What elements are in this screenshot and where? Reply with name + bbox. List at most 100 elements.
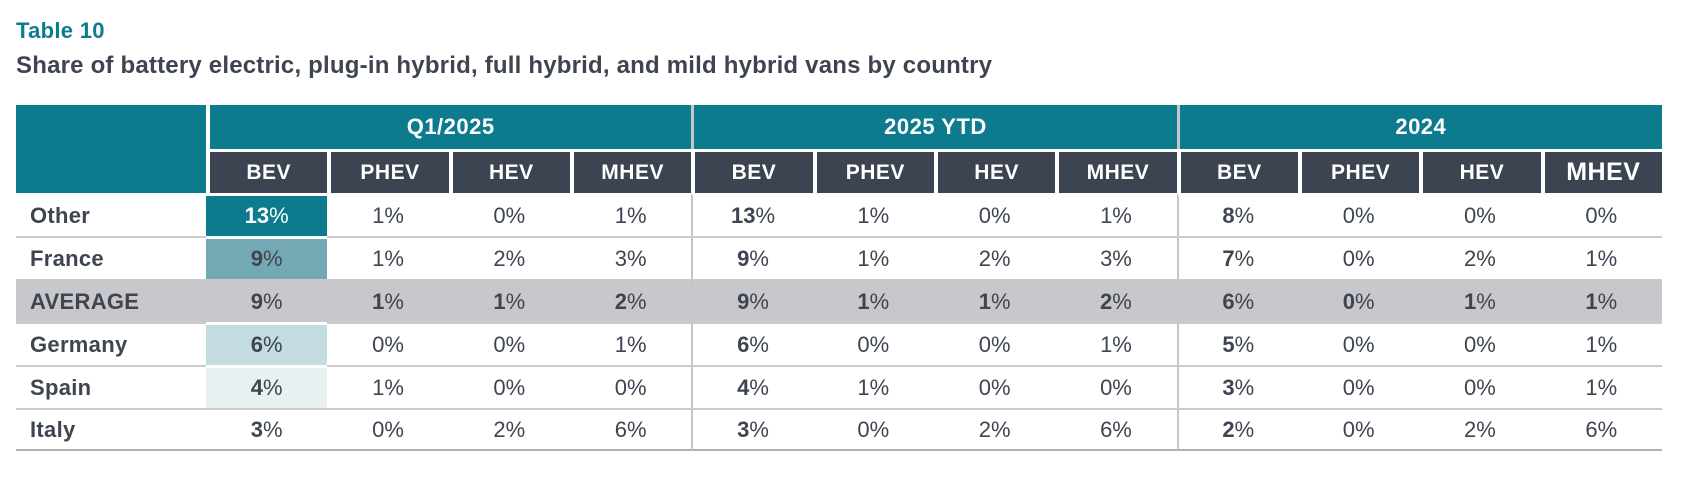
cell-spain-2025-ytd-bev: 4% — [691, 365, 813, 409]
table-title: Share of battery electric, plug-in hybri… — [16, 52, 993, 80]
cell-germany-2025-ytd-hev: 0% — [933, 322, 1056, 365]
column-header-q1-2025-bev: BEV — [206, 149, 328, 194]
column-header-2024-mhev: MHEV — [1540, 149, 1662, 194]
table-row-germany: Germany 6% 0% 0% 1% 6% 0% 0% 1% 5% 0% 0% 1% — [16, 322, 1662, 366]
table-number: Table 10 — [16, 18, 105, 43]
corner-cell — [16, 105, 206, 194]
cell-spain-2024-mhev: 1% — [1540, 365, 1662, 408]
cell-italy-2025-ytd-bev: 3% — [691, 408, 813, 452]
cell-france-2025-ytd-phev: 1% — [812, 236, 934, 279]
column-group-header-q1-2025: Q1/2025 — [206, 105, 692, 150]
cell-average-2025-ytd-phev: 1% — [812, 279, 934, 323]
cell-france-2024-hev: 2% — [1419, 236, 1541, 279]
cell-spain-q1-2025-phev: 1% — [327, 365, 449, 408]
table-row-other: Other 13% 1% 0% 1% 13% 1% 0% 1% 8% 0% 0% 0% — [16, 193, 1662, 237]
cell-germany-2025-ytd-bev: 6% — [691, 322, 813, 366]
cell-france-q1-2025-mhev: 3% — [569, 236, 692, 279]
cell-france-q1-2025-phev: 1% — [327, 236, 449, 279]
column-group-header-2025-ytd: 2025 YTD — [691, 105, 1177, 150]
column-header-2025-ytd-phev: PHEV — [812, 149, 934, 194]
cell-spain-2024-bev: 3% — [1176, 365, 1298, 409]
cell-italy-q1-2025-phev: 0% — [327, 408, 449, 452]
column-header-2024-bev: BEV — [1176, 149, 1298, 194]
cell-average-2024-phev: 0% — [1297, 279, 1420, 323]
table-body: Other 13% 1% 0% 1% 13% 1% 0% 1% 8% 0% 0% 0% France 9% 1… — [16, 193, 1662, 452]
cell-italy-2024-phev: 0% — [1297, 408, 1420, 452]
cell-other-2025-ytd-mhev: 1% — [1055, 193, 1177, 236]
cell-italy-2025-ytd-phev: 0% — [812, 408, 934, 452]
cell-average-2025-ytd-bev: 9% — [691, 279, 813, 323]
column-group-header-2024: 2024 — [1176, 105, 1662, 150]
cell-germany-q1-2025-mhev: 1% — [569, 322, 692, 365]
cell-other-2024-phev: 0% — [1297, 193, 1420, 236]
table-head: Q1/2025 2025 YTD 2024 BEV PHEV HEV MHEV BEV PHE… — [16, 105, 1662, 194]
cell-germany-q1-2025-bev: 6% — [206, 322, 328, 366]
column-header-q1-2025-phev: PHEV — [327, 149, 449, 194]
row-label-average: AVERAGE — [16, 279, 206, 323]
cell-germany-2024-mhev: 1% — [1540, 322, 1662, 365]
cell-other-2025-ytd-hev: 0% — [933, 193, 1056, 236]
sub-header-row: BEV PHEV HEV MHEV BEV PHEV HEV MHEV BEV PHEV HEV MH… — [16, 149, 1662, 194]
cell-italy-q1-2025-mhev: 6% — [569, 408, 692, 452]
cell-average-q1-2025-bev: 9% — [206, 279, 328, 323]
column-header-2025-ytd-mhev: MHEV — [1055, 149, 1177, 194]
cell-france-2025-ytd-bev: 9% — [691, 236, 813, 280]
cell-france-2025-ytd-mhev: 3% — [1055, 236, 1177, 279]
cell-france-2025-ytd-hev: 2% — [933, 236, 1056, 279]
column-header-q1-2025-hev: HEV — [448, 149, 570, 194]
cell-germany-2024-phev: 0% — [1297, 322, 1420, 365]
cell-other-q1-2025-phev: 1% — [327, 193, 449, 236]
cell-italy-2025-ytd-mhev: 6% — [1055, 408, 1177, 452]
column-header-q1-2025-mhev: MHEV — [569, 149, 692, 194]
cell-germany-2025-ytd-mhev: 1% — [1055, 322, 1177, 365]
cell-spain-q1-2025-hev: 0% — [448, 365, 570, 408]
row-label-germany: Germany — [16, 322, 206, 365]
cell-france-2024-bev: 7% — [1176, 236, 1298, 280]
row-label-italy: Italy — [16, 408, 206, 452]
table-row-italy: Italy 3% 0% 2% 6% 3% 0% 2% 6% 2% 0% 2% 6% — [16, 408, 1662, 452]
cell-spain-q1-2025-mhev: 0% — [569, 365, 692, 408]
cell-germany-q1-2025-hev: 0% — [448, 322, 570, 365]
cell-germany-q1-2025-phev: 0% — [327, 322, 449, 365]
cell-other-q1-2025-hev: 0% — [448, 193, 570, 236]
cell-italy-2024-hev: 2% — [1419, 408, 1541, 452]
column-header-2025-ytd-bev: BEV — [691, 149, 813, 194]
vans-share-table: Q1/2025 2025 YTD 2024 BEV PHEV HEV MHEV BEV PHE… — [16, 105, 1662, 452]
cell-spain-2025-ytd-hev: 0% — [933, 365, 1056, 408]
cell-spain-2025-ytd-phev: 1% — [812, 365, 934, 408]
cell-average-2024-mhev: 1% — [1540, 279, 1662, 323]
table-row-spain: Spain 4% 1% 0% 0% 4% 1% 0% 0% 3% 0% 0% 1% — [16, 365, 1662, 409]
cell-france-2024-phev: 0% — [1297, 236, 1420, 279]
group-header-row: Q1/2025 2025 YTD 2024 — [16, 105, 1662, 194]
row-label-france: France — [16, 236, 206, 279]
cell-france-2024-mhev: 1% — [1540, 236, 1662, 279]
cell-germany-2024-hev: 0% — [1419, 322, 1541, 365]
cell-other-2025-ytd-phev: 1% — [812, 193, 934, 236]
cell-spain-2024-hev: 0% — [1419, 365, 1541, 408]
cell-italy-q1-2025-bev: 3% — [206, 408, 328, 452]
cell-other-2024-hev: 0% — [1419, 193, 1541, 236]
cell-average-2024-hev: 1% — [1419, 279, 1541, 323]
cell-germany-2025-ytd-phev: 0% — [812, 322, 934, 365]
cell-italy-q1-2025-hev: 2% — [448, 408, 570, 452]
cell-spain-2025-ytd-mhev: 0% — [1055, 365, 1177, 408]
cell-italy-2024-bev: 2% — [1176, 408, 1298, 452]
cell-germany-2024-bev: 5% — [1176, 322, 1298, 366]
cell-other-2024-mhev: 0% — [1540, 193, 1662, 236]
cell-france-q1-2025-bev: 9% — [206, 236, 328, 280]
cell-other-2024-bev: 8% — [1176, 193, 1298, 237]
cell-average-2025-ytd-hev: 1% — [933, 279, 1056, 323]
column-header-2024-phev: PHEV — [1297, 149, 1420, 194]
table-row-france: France 9% 1% 2% 3% 9% 1% 2% 3% 7% 0% 2% 1% — [16, 236, 1662, 280]
row-label-other: Other — [16, 193, 206, 236]
cell-italy-2025-ytd-hev: 2% — [933, 408, 1056, 452]
cell-other-2025-ytd-bev: 13% — [691, 193, 813, 237]
cell-spain-q1-2025-bev: 4% — [206, 365, 328, 409]
cell-other-q1-2025-mhev: 1% — [569, 193, 692, 236]
cell-spain-2024-phev: 0% — [1297, 365, 1420, 408]
cell-other-q1-2025-bev: 13% — [206, 193, 328, 237]
cell-average-q1-2025-hev: 1% — [448, 279, 570, 323]
cell-average-q1-2025-phev: 1% — [327, 279, 449, 323]
table-row-average: AVERAGE 9% 1% 1% 2% 9% 1% 1% 2% 6% 0% 1% 1% — [16, 279, 1662, 323]
